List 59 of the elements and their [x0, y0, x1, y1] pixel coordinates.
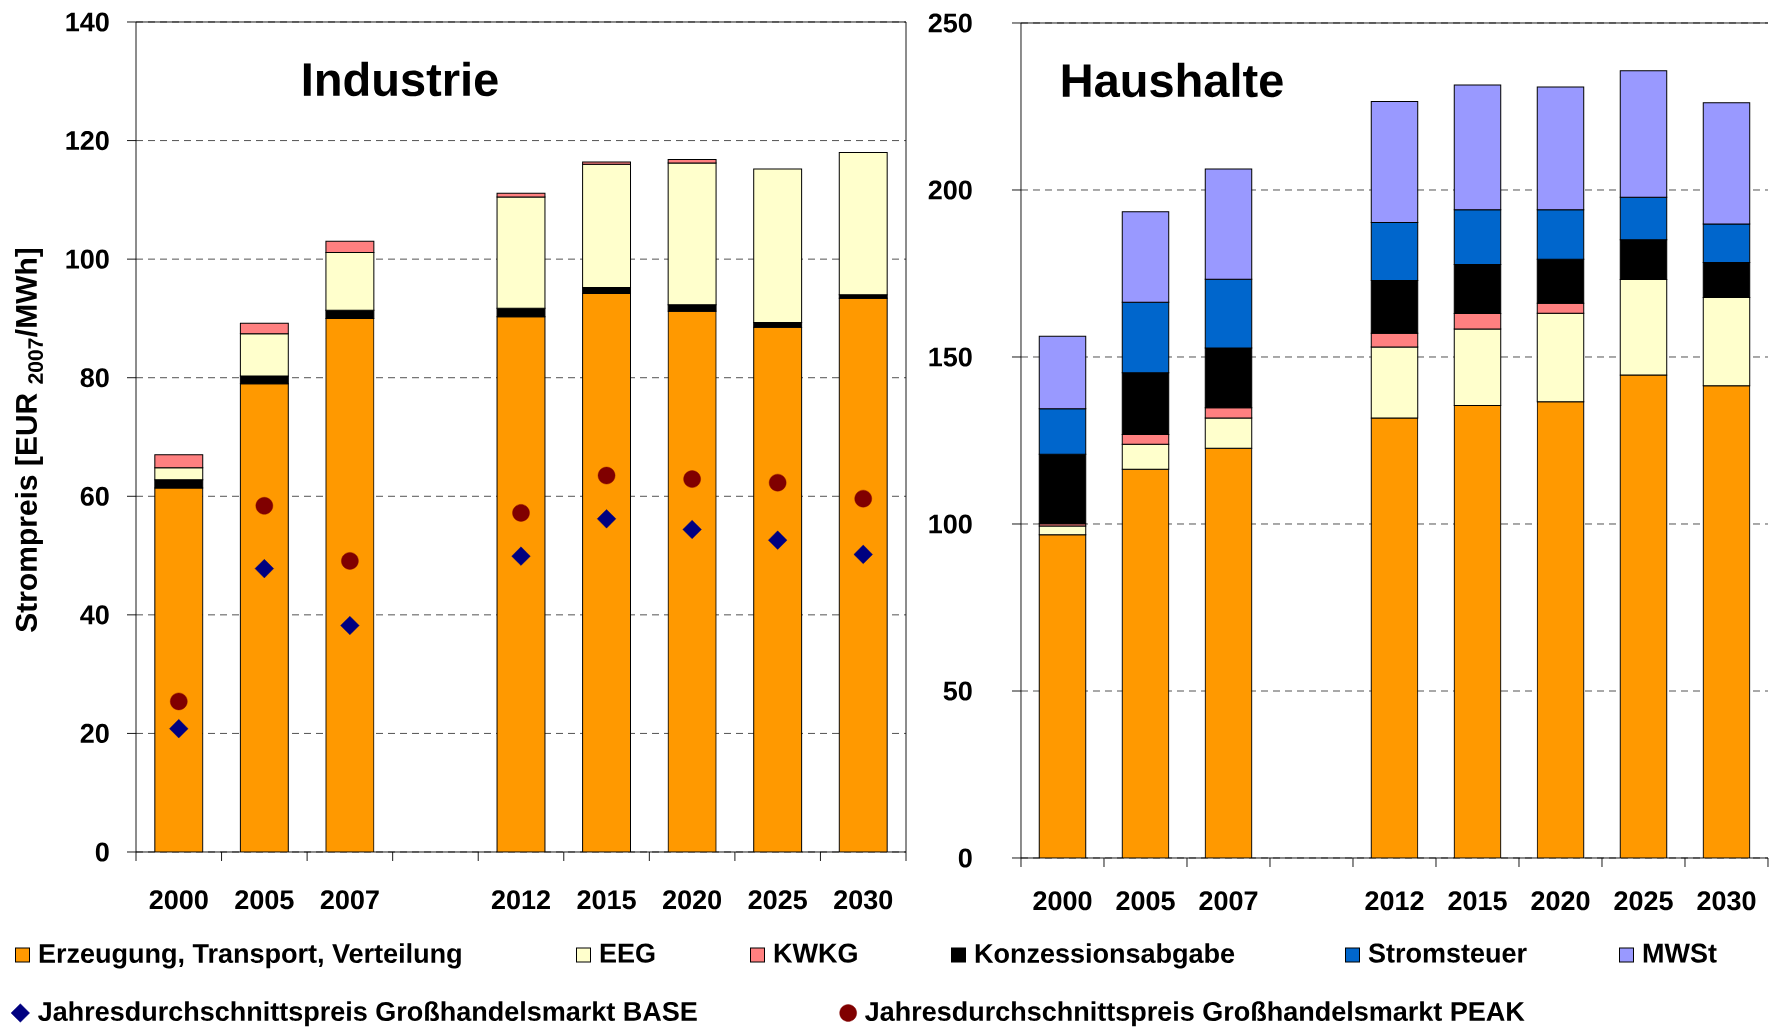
point — [683, 470, 701, 488]
bar — [753, 168, 803, 324]
x-tick-label: 2012 — [1365, 891, 1424, 911]
point — [169, 719, 189, 739]
point — [597, 509, 617, 529]
x-tick-label: 2007 — [320, 890, 379, 910]
y-tick-label: 60 — [80, 486, 109, 506]
legend-label: EEG — [600, 943, 655, 963]
text: Haushalte — [1062, 62, 1283, 98]
x-tick-label: 2030 — [1697, 891, 1756, 911]
y-tick-label: 100 — [929, 514, 972, 534]
point — [682, 519, 702, 540]
y-tick-label: 0 — [95, 842, 109, 862]
legend-label: KWKG — [774, 943, 857, 963]
legend-label: Erzeugung, Transport, Verteilung — [39, 943, 461, 969]
x-tick-label: 2005 — [1116, 891, 1175, 911]
point — [254, 559, 274, 579]
y-tick-label: 80 — [80, 368, 109, 388]
y-tick-label: 120 — [66, 131, 109, 151]
x-tick-label: 2015 — [1448, 891, 1507, 911]
x-tick-label: 2025 — [748, 890, 807, 910]
x-tick-label: 2012 — [491, 890, 550, 910]
y-tick-label: 250 — [928, 13, 972, 33]
bar — [838, 151, 888, 296]
point — [768, 530, 788, 550]
x-tick-label: 2030 — [834, 890, 893, 910]
x-tick-label: 2000 — [1033, 891, 1092, 911]
y-tick-label: 100 — [66, 249, 109, 269]
y-tick-label: 50 — [943, 681, 972, 701]
point — [854, 489, 872, 508]
point — [597, 466, 616, 485]
point — [768, 473, 787, 492]
y-tick-label: 200 — [928, 180, 972, 200]
point — [341, 552, 359, 570]
legend-label: Konzessionsabgabe — [975, 943, 1235, 969]
x-tick-label: 2025 — [1614, 891, 1673, 911]
legend-label: MWSt — [1643, 943, 1717, 963]
legend-label: Jahresdurchschnittspreis Großhandelsmarkt PEAK — [865, 1001, 1525, 1027]
text: Industrie — [303, 61, 498, 97]
y-tick-label: 40 — [80, 605, 109, 625]
legend-label: Stromsteuer — [1368, 943, 1527, 963]
point — [512, 504, 530, 522]
x-tick-label: 2005 — [235, 890, 294, 910]
point — [853, 544, 873, 564]
y-tick-label: 140 — [66, 12, 109, 32]
y-axis-title: Strompreis [EUR $_{2007}$/MWh] — [14, 248, 44, 632]
x-tick-label: 2007 — [1199, 891, 1258, 911]
point — [340, 615, 360, 636]
point — [255, 497, 274, 515]
y-tick-label: 20 — [80, 723, 109, 743]
legend-label: Jahresdurchschnittspreis Großhandelsmarkt BASE — [38, 1001, 697, 1027]
x-tick-label: 2020 — [1531, 891, 1590, 911]
x-tick-label: 2020 — [663, 890, 722, 910]
y-tick-label: 0 — [958, 848, 972, 868]
point — [511, 546, 531, 566]
x-tick-label: 2000 — [149, 890, 208, 910]
y-tick-label: 150 — [929, 347, 972, 367]
point — [170, 692, 188, 711]
x-tick-label: 2015 — [577, 890, 636, 910]
